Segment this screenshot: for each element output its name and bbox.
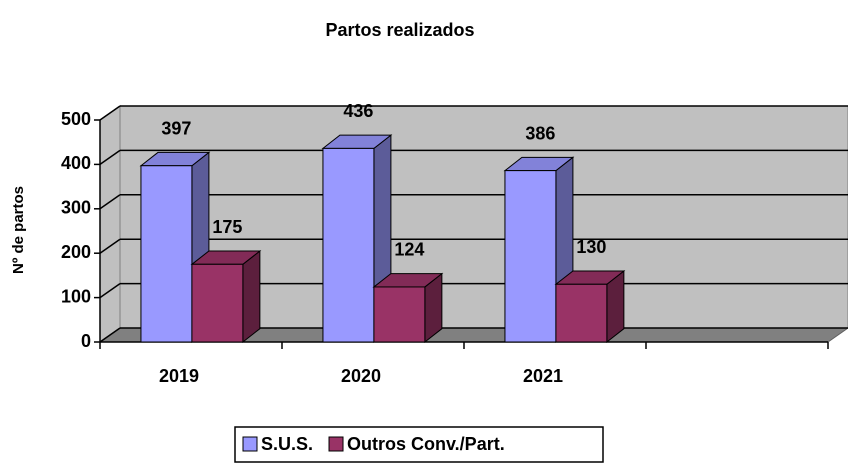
grid-line [99, 282, 121, 299]
value-label: 175 [212, 217, 242, 237]
grid-line [99, 327, 121, 343]
value-label: 397 [161, 118, 191, 138]
side-wall [99, 105, 121, 343]
bar-front [191, 263, 244, 343]
legend-label: S.U.S. [261, 434, 313, 454]
bar [139, 151, 211, 344]
legend-box [234, 426, 604, 463]
y-tick-label: 400 [61, 153, 91, 173]
value-label: 130 [576, 237, 606, 257]
grid-line [99, 105, 121, 121]
bar-front [555, 283, 608, 343]
y-tick-label: 500 [61, 109, 91, 129]
y-axis-label: Nº de partos [10, 186, 27, 274]
legend-swatch [242, 436, 258, 452]
x-tick-label: 2019 [159, 366, 199, 386]
value-label: 386 [525, 123, 555, 143]
grid-line [99, 149, 121, 166]
bar [372, 272, 444, 344]
bar-front [140, 165, 193, 343]
bar-front [504, 170, 557, 343]
chart-title: Partos realizados [325, 20, 474, 40]
y-tick-label: 200 [61, 242, 91, 262]
y-tick-label: 0 [81, 331, 91, 351]
y-tick-label: 100 [61, 286, 91, 306]
legend-label: Outros Conv./Part. [347, 434, 505, 454]
bar-side [242, 249, 261, 344]
bar-front [322, 147, 375, 343]
x-tick-label: 2021 [523, 366, 563, 386]
grid-line [99, 238, 121, 254]
bar-front [373, 286, 426, 343]
grid-line [99, 194, 121, 210]
bar [190, 249, 262, 344]
bar [321, 134, 393, 344]
x-tick-label: 2020 [341, 366, 381, 386]
y-tick-label: 300 [61, 198, 91, 218]
legend-swatch [328, 436, 344, 452]
value-label: 436 [343, 101, 373, 121]
value-label: 124 [394, 240, 424, 260]
bar [554, 269, 626, 344]
